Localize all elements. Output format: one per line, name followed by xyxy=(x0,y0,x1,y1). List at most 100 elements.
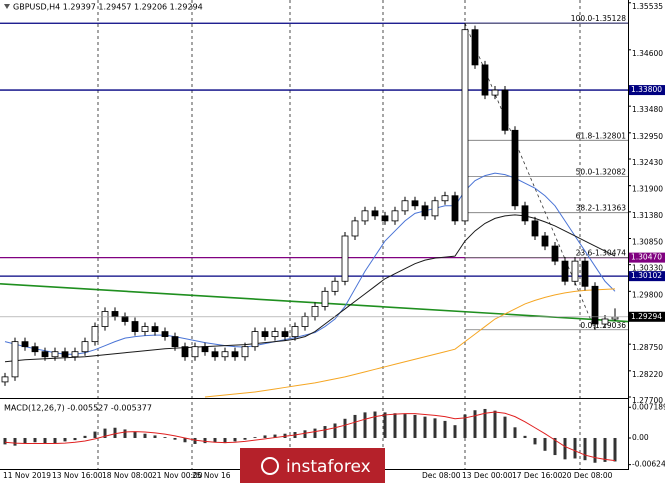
candle-body xyxy=(261,331,269,338)
macd-bar xyxy=(363,412,367,438)
macd-bar xyxy=(63,437,67,442)
macd-bar xyxy=(303,430,307,438)
macd-bar xyxy=(33,437,37,443)
macd-bar xyxy=(273,434,277,438)
y-tick-label: 1.34600 xyxy=(632,49,663,58)
macd-signal xyxy=(4,411,616,462)
candle-body xyxy=(211,351,219,358)
macd-y-tick-label: -0.006244 xyxy=(632,460,665,469)
x-tick-label: 21 Nov 00:00 xyxy=(152,471,203,480)
macd-bar xyxy=(403,414,407,438)
y-tick-label: 1.29800 xyxy=(632,290,663,299)
macd-bar xyxy=(373,411,377,438)
current-price-box xyxy=(629,311,665,322)
macd-bar xyxy=(553,437,557,456)
candle-body xyxy=(551,245,559,262)
macd-bar xyxy=(473,410,477,438)
level-label-box xyxy=(629,252,665,263)
candle-body xyxy=(41,351,49,358)
macd-bar xyxy=(153,435,157,438)
candle-body xyxy=(421,205,429,217)
separators xyxy=(97,0,581,470)
candle-body xyxy=(491,89,499,96)
macd-bar xyxy=(163,437,167,438)
fib-label: 38.2-1.31363 xyxy=(576,204,627,213)
trendline xyxy=(0,282,629,323)
y-tick-label: 1.31900 xyxy=(632,185,663,194)
macd-y-tick-label: 0.007189 xyxy=(632,402,665,411)
candle-body xyxy=(81,341,89,353)
y-tick-label: 1.32430 xyxy=(632,158,663,167)
macd-bar xyxy=(613,437,617,462)
candle-body xyxy=(271,331,279,338)
macd-bar xyxy=(83,435,87,438)
x-tick-label: 17 Dec 16:00 xyxy=(512,471,563,480)
candle-body xyxy=(231,351,239,358)
candle-body xyxy=(531,220,539,237)
macd-bar xyxy=(233,437,237,442)
y-tick-label: 1.35535 xyxy=(632,2,663,11)
macd-bar xyxy=(333,423,337,438)
macd-bar xyxy=(23,437,27,444)
macd-bar xyxy=(413,414,417,438)
candle-body xyxy=(131,321,139,332)
candle-body xyxy=(51,351,59,358)
candle-body xyxy=(71,351,79,358)
macd-bar xyxy=(123,429,127,438)
candle-body xyxy=(501,89,509,131)
candle-body xyxy=(511,129,519,207)
level-label: 1.30470 xyxy=(631,253,662,262)
macd-bar xyxy=(253,437,257,438)
macd-bar xyxy=(3,437,7,445)
macd-bar xyxy=(443,420,447,438)
macd-bar xyxy=(603,437,607,462)
macd-bar xyxy=(463,414,467,438)
level-label-box xyxy=(629,85,665,96)
macd-bar xyxy=(13,437,17,446)
watermark-icon xyxy=(261,457,279,475)
macd-bar xyxy=(263,435,267,438)
chart-title: GBPUSD,H4 1.29397 1.29457 1.29206 1.2929… xyxy=(13,3,203,12)
macd-bar xyxy=(343,418,347,438)
candle-body xyxy=(111,311,119,317)
candle-body xyxy=(331,280,339,292)
macd-bar xyxy=(243,437,247,440)
y-tick-label: 1.27700 xyxy=(632,396,663,405)
macd-bar xyxy=(583,437,587,461)
macd-bar xyxy=(563,437,567,460)
current-price-label: 1.29294 xyxy=(631,312,662,321)
macd-bar xyxy=(173,437,177,440)
candle-body xyxy=(481,64,489,96)
macd-bar xyxy=(183,437,187,443)
candle-body xyxy=(151,326,159,332)
macd-bar xyxy=(53,437,57,444)
candle-body xyxy=(61,351,69,358)
fib-label: 23.6-1.30474 xyxy=(576,248,627,257)
candle-body xyxy=(611,316,619,320)
level-label-box xyxy=(629,271,665,282)
candle-body xyxy=(591,285,599,325)
x-tick-label: 11 Nov 2019 xyxy=(3,471,51,480)
macd-bar xyxy=(113,427,117,438)
macd-bar xyxy=(143,433,147,438)
candle-body xyxy=(541,235,549,247)
candle-body xyxy=(161,331,169,338)
macd-bar xyxy=(93,431,97,438)
macd-bar xyxy=(503,416,507,438)
symbol-icon xyxy=(4,4,10,9)
y-tick-label: 1.31380 xyxy=(632,211,663,220)
candle-body xyxy=(561,260,569,282)
macd-bar xyxy=(193,437,197,444)
candle-body xyxy=(411,200,419,207)
candle-body xyxy=(1,376,9,383)
candle-body xyxy=(461,29,469,222)
y-tick-label: 1.30850 xyxy=(632,237,663,246)
x-tick-label: 13 Dec 00:00 xyxy=(462,471,513,480)
y-tick-label: 1.30330 xyxy=(632,264,663,273)
candle-body xyxy=(341,235,349,282)
macd-bar xyxy=(573,437,577,459)
candle-body xyxy=(251,331,259,348)
macd-bar xyxy=(493,410,497,438)
candle-body xyxy=(581,260,589,287)
